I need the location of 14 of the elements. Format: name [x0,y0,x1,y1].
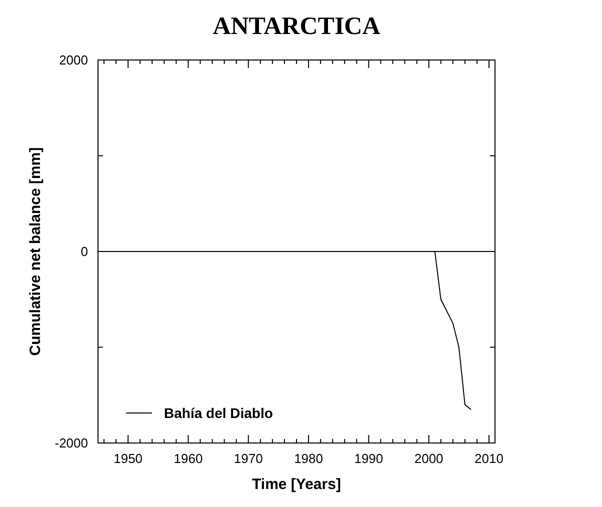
y-tick-label: 2000 [59,52,88,68]
x-tick-label: 2010 [474,451,504,466]
x-tick-label: 2000 [414,451,444,466]
chart-title: ANTARCTICA [212,13,380,40]
x-tick-label: 1980 [294,451,323,466]
x-tick-label: 1950 [114,451,143,466]
x-tick-label: 1960 [174,451,203,466]
x-tick-label: 1970 [234,451,263,466]
y-tick-label: 0 [80,244,88,259]
y-tick-label: -2000 [54,436,88,450]
x-axis-title: Time [Years] [252,476,341,493]
legend-label: Bahía del Diablo [164,405,273,421]
x-tick-label: 1990 [354,451,384,466]
y-axis-title: Cumulative net balance [mm] [27,147,44,356]
